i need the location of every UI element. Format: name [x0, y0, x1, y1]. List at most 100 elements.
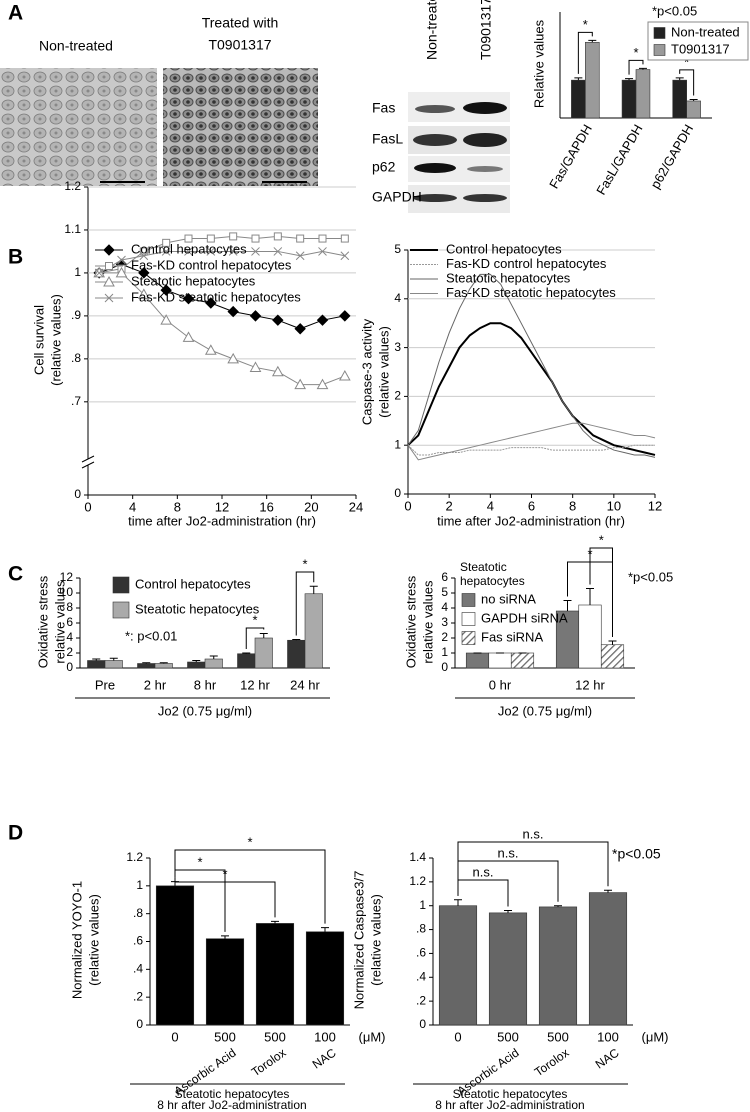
- y-tick-label: 0: [74, 487, 81, 501]
- treatment-label: Torolox: [532, 1046, 572, 1080]
- marker: [206, 247, 216, 256]
- x-axis-label: Jo2 (0.75 μg/ml): [158, 703, 252, 718]
- error-bar: [563, 600, 572, 611]
- y-tick-label: .6: [416, 946, 426, 960]
- y-tick-label: 8: [66, 600, 73, 614]
- y-tick-label: 1: [394, 437, 401, 451]
- footer-label: Steatotic hepatocytes: [175, 1087, 290, 1101]
- marker: [249, 361, 262, 372]
- y-tick-label: 6: [441, 570, 448, 584]
- legend-label: Control hepatocytes: [135, 576, 251, 591]
- marker: [295, 251, 305, 261]
- legend-label: GAPDH siRNA: [481, 610, 568, 625]
- y-axis-label: Relative values: [531, 19, 546, 108]
- significance-bracket: [245, 627, 265, 649]
- bar: [255, 923, 295, 1026]
- y-tick-label: 10: [60, 585, 74, 599]
- footer-label: 8 hr after Jo2-administration: [435, 1098, 584, 1112]
- legend-swatch: [461, 631, 476, 645]
- error-bar: [292, 639, 301, 641]
- x-tick-label: Pre: [95, 677, 115, 692]
- y-tick-label: 0: [441, 660, 448, 674]
- y-tick-label: 2: [441, 630, 448, 644]
- western-blot: [408, 92, 510, 213]
- bar: [287, 639, 306, 669]
- y-tick-label: .6: [133, 934, 143, 948]
- y-tick-label: .8: [71, 351, 81, 365]
- x-tick-label: 500: [264, 1029, 286, 1044]
- legend-swatch: [461, 593, 476, 607]
- bar: [510, 652, 535, 669]
- legend-label: Fas-KD control hepatocytes: [131, 257, 292, 272]
- axis-break: [81, 455, 95, 469]
- y-tick-label: 1: [74, 265, 81, 279]
- marker: [318, 234, 327, 243]
- blot-row-label: GAPDH: [372, 189, 422, 205]
- significance-bracket: [174, 849, 326, 924]
- error-bar: [259, 633, 268, 638]
- y-axis-label: (relative values): [86, 894, 101, 986]
- marker: [227, 305, 239, 318]
- y-tick-label: 5: [441, 585, 448, 599]
- x-tick-label: 0: [171, 1029, 178, 1044]
- y-axis-label: (relative values): [368, 894, 383, 986]
- bar: [578, 604, 602, 669]
- y-tick-label: 3: [441, 615, 448, 629]
- x-tick-label: p62/GAPDH: [647, 122, 696, 191]
- x-tick-label: 500: [497, 1029, 519, 1044]
- micrograph-label: Non-treated: [39, 38, 113, 54]
- bar: [237, 653, 256, 669]
- blot-band: [414, 163, 456, 173]
- x-tick-label: 500: [214, 1029, 236, 1044]
- y-tick-label: 1: [136, 878, 143, 892]
- y-tick-label: 4: [394, 291, 401, 305]
- bar: [538, 906, 578, 1026]
- panel-label: A: [8, 2, 23, 25]
- y-tick-label: 1: [441, 645, 448, 659]
- micrograph: [163, 68, 318, 186]
- y-tick-label: 1.1: [64, 222, 81, 236]
- error-bar: [209, 655, 218, 659]
- error-bar: [309, 585, 318, 594]
- panel-label: C: [8, 563, 23, 586]
- marker: [205, 297, 217, 309]
- panel-label: D: [8, 822, 23, 845]
- x-tick-label: FasL/GAPDH: [593, 122, 645, 198]
- significance-label: n.s.: [498, 845, 519, 860]
- y-tick-label: 1.2: [64, 179, 81, 193]
- y-tick-label: .8: [416, 922, 426, 936]
- error-bar: [109, 657, 118, 661]
- legend-swatch: [112, 576, 130, 594]
- treatment-label: NAC: [310, 1045, 339, 1071]
- significance-label: *: [684, 54, 689, 69]
- line: [99, 272, 346, 386]
- footer-label: 8 hr after Jo2-administration: [157, 1098, 306, 1112]
- y-axis-label: relative values: [420, 580, 435, 664]
- error-bar: [604, 889, 612, 893]
- note: *: p<0.01: [125, 628, 177, 643]
- marker: [338, 370, 351, 381]
- x-tick-label: 4: [129, 499, 136, 514]
- blot-column-label: T0901317: [478, 0, 494, 60]
- blot-band: [413, 194, 457, 202]
- legend-label: Steatotic hepatocytes: [131, 273, 256, 288]
- error-bar: [242, 652, 251, 654]
- marker: [137, 288, 150, 299]
- significance-bracket: [295, 571, 315, 636]
- marker: [184, 247, 193, 256]
- y-axis-label: Cell survival: [31, 305, 46, 375]
- y-axis-label: (relative values): [48, 294, 63, 386]
- marker: [227, 352, 240, 364]
- micrograph-label: T0901317: [208, 37, 271, 53]
- marker: [251, 247, 260, 256]
- blot-band: [463, 194, 507, 202]
- marker: [182, 292, 195, 305]
- y-axis-label: Oxidative stress: [403, 575, 418, 668]
- marker: [105, 262, 113, 270]
- y-tick-label: .2: [416, 993, 426, 1007]
- significance-label: n.s.: [473, 864, 494, 879]
- legend-label: T0901317: [671, 41, 730, 56]
- marker: [316, 378, 329, 390]
- significance-bracket: [679, 69, 695, 96]
